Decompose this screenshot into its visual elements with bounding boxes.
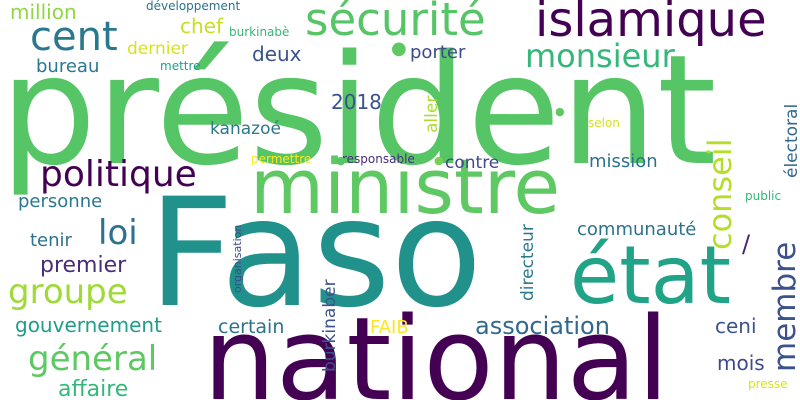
word-kanazoe: kanazoé [210, 119, 281, 139]
word-burkinaber: burkinaber [320, 279, 340, 372]
word-dot-2: ● [336, 154, 346, 167]
word-contre: contre [445, 153, 499, 173]
word-chef: chef [180, 14, 224, 38]
word-mission: mission [589, 151, 658, 172]
word-deux: deux [252, 42, 302, 66]
word-aller: aller [422, 96, 442, 133]
word-permettre: permettre [251, 152, 311, 166]
word-directeur: directeur [518, 224, 538, 301]
word-dot-4: ● [555, 105, 565, 118]
word-groupe: groupe [8, 272, 128, 312]
word-loi: loi [98, 213, 138, 253]
word-responsable: responsable [342, 152, 415, 166]
word-general: général [28, 339, 157, 379]
word-politique: politique [40, 154, 197, 195]
word-membre: membre [767, 242, 800, 372]
word-electoral: électoral [782, 104, 800, 178]
word-national: national [203, 293, 669, 400]
word-dernier: dernier [127, 39, 188, 59]
word-million: million [10, 0, 77, 24]
word-cent: cent [30, 14, 118, 60]
word-monsieur: monsieur [525, 37, 676, 75]
word-2018: 2018 [331, 90, 382, 114]
word-organisation: organisation [231, 225, 244, 293]
word-gouvernement: gouvernement [15, 313, 162, 337]
word-etat: état [570, 229, 731, 322]
word-conseil: conseil [701, 138, 739, 250]
word-association: association [475, 312, 610, 340]
word-faso: Faso [148, 167, 482, 341]
word-ministre: ministre [250, 142, 560, 231]
word-presse: presse [748, 377, 788, 391]
word-selon: selon [588, 116, 620, 130]
word-slash: / [742, 230, 751, 258]
word-islamique: islamique [535, 0, 767, 48]
word-dot-1: ● [391, 38, 407, 59]
word-mettre: mettre [160, 59, 201, 73]
word-premier: premier [40, 253, 127, 278]
word-dot-3: ● [434, 154, 444, 167]
word-mois: mois [717, 351, 765, 375]
word-porter: porter [410, 42, 466, 63]
word-burkinabe: burkinabè [229, 25, 289, 39]
word-ceni: ceni [715, 314, 757, 338]
word-personne: personne [18, 191, 102, 212]
word-certain: certain [218, 316, 284, 338]
word-affaire: affaire [58, 377, 128, 400]
word-tenir: tenir [30, 230, 73, 251]
word-communaute: communauté [577, 219, 696, 240]
word-developpement: développement [146, 0, 240, 13]
word-president: président [0, 22, 717, 199]
word-faib: FAIB [370, 317, 409, 338]
word-public: public [745, 189, 781, 203]
word-bureau: bureau [36, 56, 99, 77]
word-securite: sécurité [305, 0, 486, 46]
